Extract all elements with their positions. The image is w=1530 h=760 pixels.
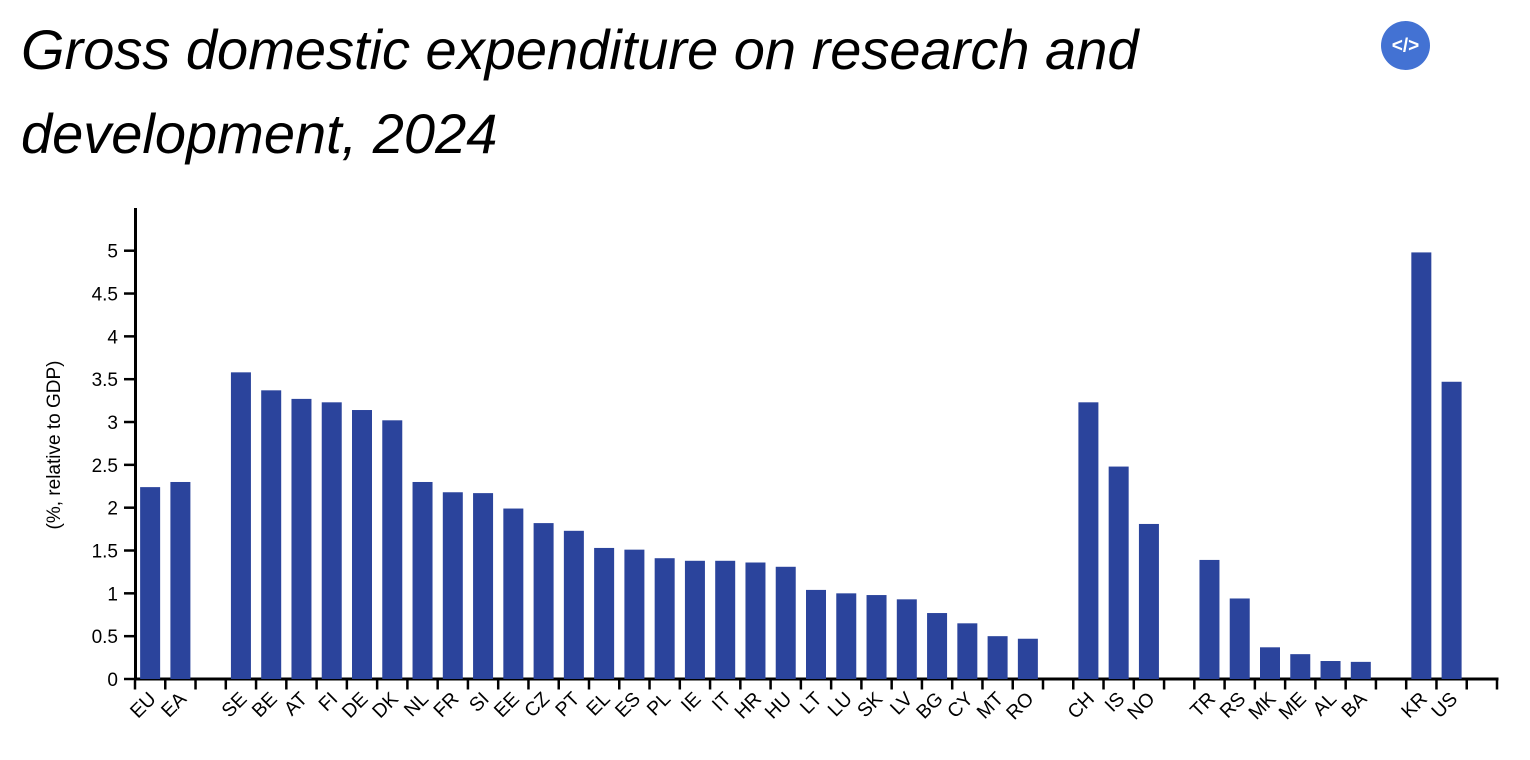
chart-title: Gross domestic expenditure on research a… (21, 18, 1139, 165)
y-tick-label-4.5: 4.5 (92, 285, 118, 306)
x-label-AL: AL (1309, 688, 1342, 721)
x-label-US: US (1427, 688, 1462, 723)
bar-PT[interactable]: PT: 1.73 (563, 530, 584, 679)
x-label-FR: FR (429, 688, 463, 722)
bar-RO[interactable]: RO: 0.47 (1017, 638, 1038, 679)
x-label-SI: SI (465, 688, 494, 717)
x-label-CZ: CZ (520, 688, 554, 722)
x-label-ES: ES (611, 688, 645, 722)
x-label-RO: RO (1002, 688, 1038, 724)
bar-PL[interactable]: PL: 1.41 (654, 558, 675, 679)
x-label-SE: SE (218, 688, 252, 722)
x-label-EL: EL (582, 688, 615, 721)
bar-LT[interactable]: LT: 1.04 (806, 589, 826, 679)
x-label-TR: TR (1186, 688, 1220, 722)
bar-NO[interactable]: NO: 1.81 (1138, 523, 1159, 679)
x-label-EU: EU (126, 688, 161, 723)
bar-DE[interactable]: DE: 3.14 (352, 410, 372, 679)
y-axis-title: (%, relative to GDP) (44, 361, 65, 530)
y-tick-label-1.5: 1.5 (92, 542, 118, 563)
x-label-IT: IT (708, 688, 736, 716)
bar-EU[interactable]: EU: 2.24 (140, 487, 161, 679)
bar-US[interactable]: US: 3.47 (1441, 381, 1462, 679)
x-label-MT: MT (973, 688, 1009, 724)
bar-SE[interactable]: SE: 3.58 (230, 372, 251, 679)
bar-IE[interactable]: IE: 1.38 (684, 560, 705, 679)
y-tick-label-1: 1 (107, 584, 118, 605)
bar-BA[interactable]: BA: 0.2 (1350, 661, 1371, 679)
x-label-ME: ME (1275, 688, 1311, 724)
x-label-LV: LV (886, 688, 917, 719)
bar-AT[interactable]: AT: 3.27 (291, 398, 312, 679)
bar-ES[interactable]: ES: 1.51 (624, 549, 645, 679)
x-label-DE: DE (338, 688, 373, 723)
bar-CH[interactable]: CH: 3.23 (1078, 402, 1099, 679)
bar-MK[interactable]: MK: 0.37 (1260, 647, 1280, 679)
code-icon-circle (1381, 21, 1430, 70)
bar-IT[interactable]: IT: 1.38 (715, 560, 736, 679)
x-label-DK: DK (368, 688, 403, 723)
bar-LV[interactable]: LV: 0.93 (896, 599, 917, 679)
x-label-BE: BE (248, 688, 282, 722)
bar-NL[interactable]: NL: 2.3 (412, 481, 433, 679)
x-label-CY: CY (943, 688, 978, 723)
x-label-RS: RS (1216, 688, 1251, 723)
y-tick-label-3.5: 3.5 (92, 370, 118, 391)
x-label-HR: HR (731, 688, 766, 723)
x-label-EE: EE (490, 688, 524, 722)
x-label-BA: BA (1337, 688, 1371, 722)
bar-SK[interactable]: SK: 0.98 (866, 595, 887, 679)
x-label-LT: LT (796, 688, 827, 719)
x-label-FI: FI (314, 688, 342, 716)
bar-LU[interactable]: LU: 1 (836, 593, 857, 679)
code-icon-glyph: </> (1392, 36, 1419, 57)
y-tick-label-5: 5 (107, 242, 118, 263)
embed-code-button[interactable]: </> (1381, 21, 1430, 70)
bar-AL[interactable]: AL: 0.21 (1320, 661, 1341, 679)
bar-TR[interactable]: TR: 1.39 (1199, 559, 1220, 679)
bar-DK[interactable]: DK: 3.02 (382, 420, 403, 679)
x-label-CH: CH (1063, 688, 1098, 723)
y-tick-label-0.5: 0.5 (92, 627, 118, 648)
bar-HR[interactable]: HR: 1.36 (745, 562, 766, 679)
x-label-LU: LU (824, 688, 857, 721)
bar-ME[interactable]: ME: 0.29 (1290, 654, 1311, 679)
x-label-NO: NO (1123, 688, 1159, 724)
bar-EE[interactable]: EE: 1.99 (503, 508, 524, 679)
bar-FI[interactable]: FI: 3.23 (321, 402, 342, 679)
x-label-PT: PT (551, 688, 584, 721)
x-label-MK: MK (1244, 688, 1280, 724)
bar-KR[interactable]: KR: 4.98 (1411, 252, 1432, 679)
bar-MT[interactable]: MT: 0.5 (987, 636, 1008, 679)
y-tick-label-0: 0 (107, 670, 118, 691)
x-label-BG: BG (912, 688, 947, 723)
code-icon: </> (1381, 21, 1430, 70)
bar-EL[interactable]: EL: 1.53 (594, 547, 615, 679)
x-label-AT: AT (280, 688, 312, 720)
x-label-HU: HU (761, 688, 796, 723)
x-label-SK: SK (853, 688, 887, 722)
bar-BE[interactable]: BE: 3.37 (261, 390, 282, 679)
x-label-IE: IE (677, 688, 706, 717)
y-tick-label-2: 2 (107, 499, 118, 520)
bar-CZ[interactable]: CZ: 1.82 (533, 523, 554, 679)
bar-IS[interactable]: IS: 2.48 (1108, 466, 1129, 679)
bar-RS[interactable]: RS: 0.94 (1229, 598, 1250, 679)
bar-EA[interactable]: EA: 2.3 (170, 481, 191, 679)
bar-FR[interactable]: FR: 2.18 (442, 492, 463, 679)
bar-BG[interactable]: BG: 0.77 (927, 613, 948, 679)
bar-HU[interactable]: HU: 1.31 (775, 566, 796, 679)
y-tick-label-4: 4 (107, 327, 118, 348)
y-tick-label-2.5: 2.5 (92, 456, 118, 477)
bar-SI[interactable]: SI: 2.17 (473, 493, 494, 679)
x-label-EA: EA (157, 688, 191, 722)
x-label-IS: IS (1101, 688, 1130, 717)
y-tick-label-3: 3 (107, 413, 118, 434)
x-label-PL: PL (643, 688, 676, 721)
x-label-NL: NL (400, 688, 433, 721)
bar-CY[interactable]: CY: 0.65 (957, 623, 978, 679)
x-label-KR: KR (1397, 688, 1432, 723)
